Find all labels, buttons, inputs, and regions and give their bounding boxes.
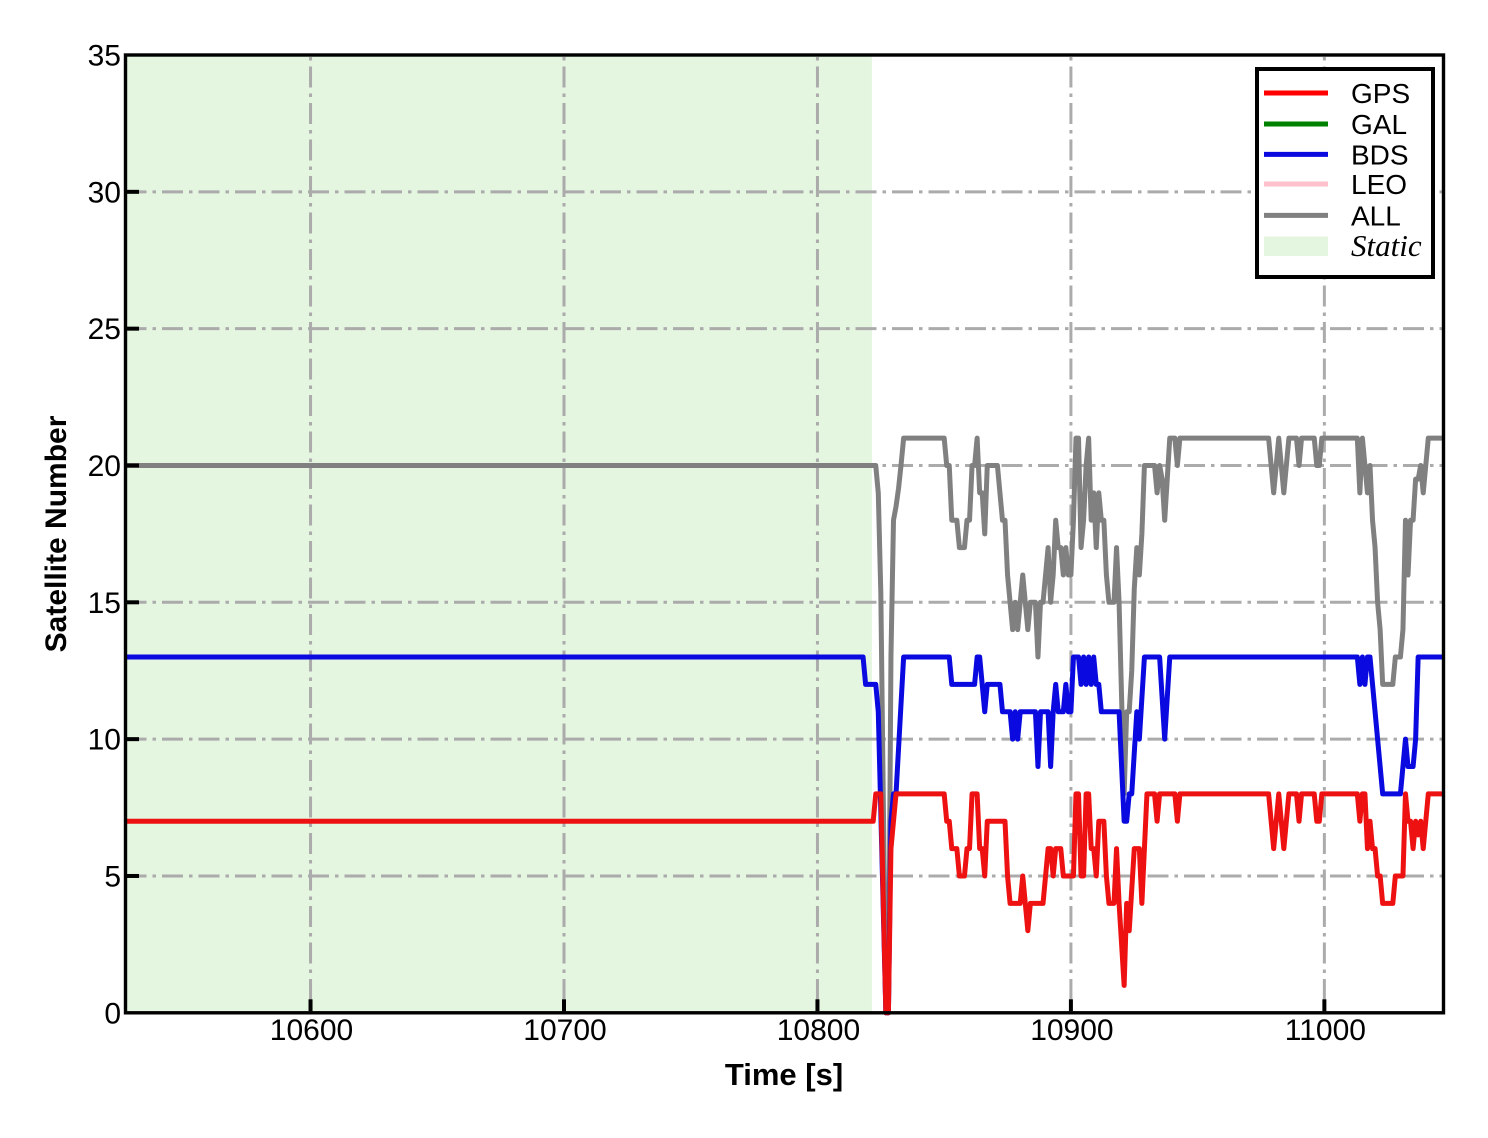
svg-text:10700: 10700 xyxy=(523,1014,606,1047)
svg-text:ALL: ALL xyxy=(1351,200,1401,231)
svg-text:GPS: GPS xyxy=(1351,78,1410,109)
svg-text:30: 30 xyxy=(88,176,121,209)
svg-text:BDS: BDS xyxy=(1351,139,1409,170)
svg-text:10600: 10600 xyxy=(270,1014,353,1047)
svg-text:10: 10 xyxy=(88,724,121,757)
svg-text:10800: 10800 xyxy=(777,1014,860,1047)
svg-text:0: 0 xyxy=(104,997,121,1030)
svg-text:10900: 10900 xyxy=(1030,1014,1113,1047)
svg-text:35: 35 xyxy=(88,40,121,73)
svg-text:20: 20 xyxy=(88,450,121,483)
svg-text:LEO: LEO xyxy=(1351,169,1407,200)
svg-text:GAL: GAL xyxy=(1351,109,1407,140)
svg-text:Satellite Number: Satellite Number xyxy=(40,415,73,652)
svg-text:25: 25 xyxy=(88,313,121,346)
svg-text:Static: Static xyxy=(1351,228,1422,263)
svg-text:Time [s]: Time [s] xyxy=(725,1057,843,1092)
svg-text:15: 15 xyxy=(88,587,121,620)
svg-text:11000: 11000 xyxy=(1285,1014,1366,1047)
svg-text:5: 5 xyxy=(104,860,121,893)
